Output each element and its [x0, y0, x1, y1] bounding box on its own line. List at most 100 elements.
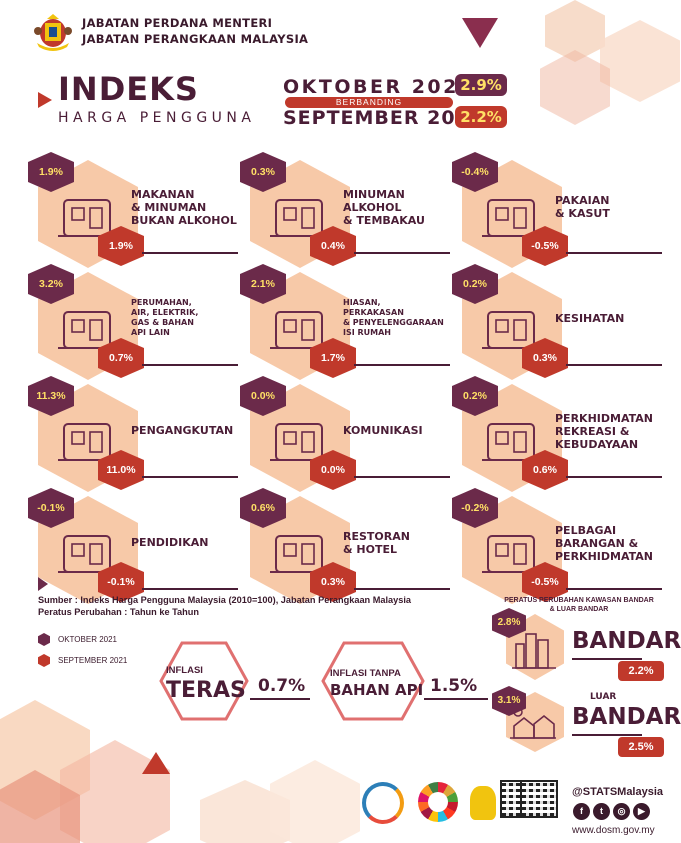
category-name: MAKANAN & MINUMAN BUKAN ALKOHOL [131, 188, 237, 227]
category-name-line: PELBAGAI [555, 524, 617, 537]
legend-september-swatch [38, 654, 50, 667]
page-subtitle: HARGA PENGGUNA [58, 110, 256, 126]
category-sep-badge: -0.5% [522, 562, 568, 602]
region-title-line2: & LUAR BANDAR [549, 606, 609, 613]
category-card: 11.3% 11.0% PENGANGKUTAN [28, 376, 253, 492]
category-name-line: AIR, ELEKTRIK, [131, 308, 199, 317]
social-handle[interactable]: @STATSMalaysia [572, 786, 664, 798]
category-name-line: & MINUMAN [131, 201, 207, 214]
category-name-line: PERKHIDMATAN [555, 550, 653, 563]
legend-october-swatch [38, 633, 50, 646]
deco-triangle-left [38, 577, 48, 591]
instagram-icon[interactable]: ◎ [613, 803, 630, 820]
website-link[interactable]: www.dosm.gov.my [572, 825, 655, 836]
category-name: RESTORAN & HOTEL [343, 530, 410, 556]
overall-pct-current: 2.9% [455, 74, 507, 96]
category-rule [354, 588, 450, 590]
category-name-line: & TEMBAKAU [343, 214, 425, 227]
category-name: KOMUNIKASI [343, 424, 423, 437]
facebook-icon[interactable]: f [573, 803, 590, 820]
category-rule [354, 252, 450, 254]
category-name-line: PENGANGKUTAN [131, 424, 234, 437]
agency-line2: JABATAN PERANGKAAN MALAYSIA [82, 32, 309, 46]
category-card: 0.2% 0.6% PERKHIDMATAN REKREASI & KEBUDAYAAN [452, 376, 677, 492]
category-card: 2.1% 1.7% HIASAN, PERKAKASAN & PENYELENGGARA… [240, 264, 465, 380]
category-card: 0.6% 0.3% RESTORAN & HOTEL [240, 488, 465, 604]
rural-sep-value: 2.5% [618, 737, 664, 757]
category-name-line: & KASUT [555, 207, 610, 220]
nofuel-inflation-rule [424, 698, 488, 700]
urban-name: BANDAR [572, 628, 681, 654]
category-oct-badge: 1.9% [28, 152, 74, 192]
deco-hex-top-right3 [540, 50, 610, 125]
category-name-line: ISI RUMAH [343, 328, 392, 337]
rural-big-name: BANDAR [572, 704, 681, 730]
category-name-line: GAS & BAHAN [131, 318, 194, 327]
month-current: OKTOBER 2021 [283, 76, 475, 98]
category-rule [142, 476, 238, 478]
urban-sep-value: 2.2% [618, 661, 664, 681]
category-name-line: MAKANAN [131, 188, 195, 201]
deco-triangle-bottom [142, 752, 170, 774]
twitter-icon[interactable]: t [593, 803, 610, 820]
deco-triangle-top [462, 18, 498, 48]
category-name: PELBAGAI BARANGAN & PERKHIDMATAN [555, 524, 653, 563]
category-rule [142, 252, 238, 254]
category-name-line: KOMUNIKASI [343, 424, 423, 437]
category-rule [354, 364, 450, 366]
category-name: PERKHIDMATAN REKREASI & KEBUDAYAAN [555, 412, 653, 451]
card-payment-icon [476, 522, 546, 580]
category-name: HIASAN, PERKAKASAN & PENYELENGGARAAN ISI RU… [343, 298, 444, 338]
core-inflation-frame [159, 641, 249, 721]
malaysia-crest-icon [33, 13, 73, 51]
source-note: Sumber : Indeks Harga Pengguna Malaysia … [38, 594, 411, 618]
core-inflation-small-label: INFLASI [166, 665, 203, 676]
category-card: 0.2% 0.3% KESIHATAN [452, 264, 677, 380]
rural-small-name: LUAR [590, 692, 617, 702]
urban-rule [572, 658, 642, 660]
category-card: 1.9% 1.9% MAKANAN & MINUMAN BUKAN ALKOHOL [28, 152, 253, 268]
category-name-line: BUKAN ALKOHOL [131, 214, 237, 227]
category-name-line: & PENYELENGGARAAN [343, 318, 444, 327]
category-name: PAKAIAN & KASUT [555, 194, 610, 220]
source-line2: Peratus Perubahan : Tahun ke Tahun [38, 607, 199, 617]
rural-region: 3.1% LUAR BANDAR 2.5% [492, 686, 681, 760]
nofuel-inflation-big-label: BAHAN API [330, 681, 424, 699]
core-inflation-rule [250, 698, 310, 700]
category-name-line: ALKOHOL [343, 201, 402, 214]
overall-pct-previous: 2.2% [455, 106, 507, 128]
category-name-line: PERKHIDMATAN [555, 412, 653, 425]
page-title: INDEKS [58, 70, 199, 108]
category-rule [566, 252, 662, 254]
category-rule [566, 364, 662, 366]
qr-code-2-icon[interactable] [520, 780, 558, 818]
category-name-line: RESTORAN [343, 530, 410, 543]
legend-october: OKTOBER 2021 [38, 633, 117, 646]
category-name-line: MINUMAN [343, 188, 405, 201]
category-rule [566, 588, 662, 590]
agency-name: JABATAN PERDANA MENTERI JABATAN PERANGKA… [82, 15, 308, 47]
inflation-excluding-fuel: INFLASI TANPA BAHAN API 1.5% [320, 640, 490, 721]
region-section-title: PERATUS PERUBAHAN KAWASAN BANDAR & LUAR … [494, 596, 664, 614]
core-inflation-big-label: TERAS [166, 678, 246, 703]
category-sep-badge: 0.3% [310, 562, 356, 602]
city-buildings-icon [512, 633, 556, 669]
category-name-line: PENDIDIKAN [131, 536, 209, 549]
category-name-line: HIASAN, [343, 298, 381, 307]
nofuel-inflation-frame [321, 641, 425, 721]
category-name-line: KESIHATAN [555, 312, 625, 325]
category-oct-badge: -0.4% [452, 152, 498, 192]
category-card: -0.4% -0.5% PAKAIAN & KASUT [452, 152, 677, 268]
category-oct-badge: 0.3% [240, 152, 286, 192]
category-card: -0.1% -0.1% PENDIDIKAN [28, 488, 253, 604]
youtube-icon[interactable]: ▶ [633, 803, 650, 820]
agency-line1: JABATAN PERDANA MENTERI [82, 16, 273, 30]
category-name: PENDIDIKAN [131, 536, 208, 549]
category-rule [142, 364, 238, 366]
month-previous: SEPTEMBER 2021 [283, 107, 485, 129]
deco-hex-top-right2 [600, 20, 680, 102]
category-name: PERUMAHAN, AIR, ELEKTRIK, GAS & BAHAN API L… [131, 298, 198, 338]
source-line1: Sumber : Indeks Harga Pengguna Malaysia … [38, 595, 412, 605]
versus-label: BERBANDING [285, 97, 453, 108]
